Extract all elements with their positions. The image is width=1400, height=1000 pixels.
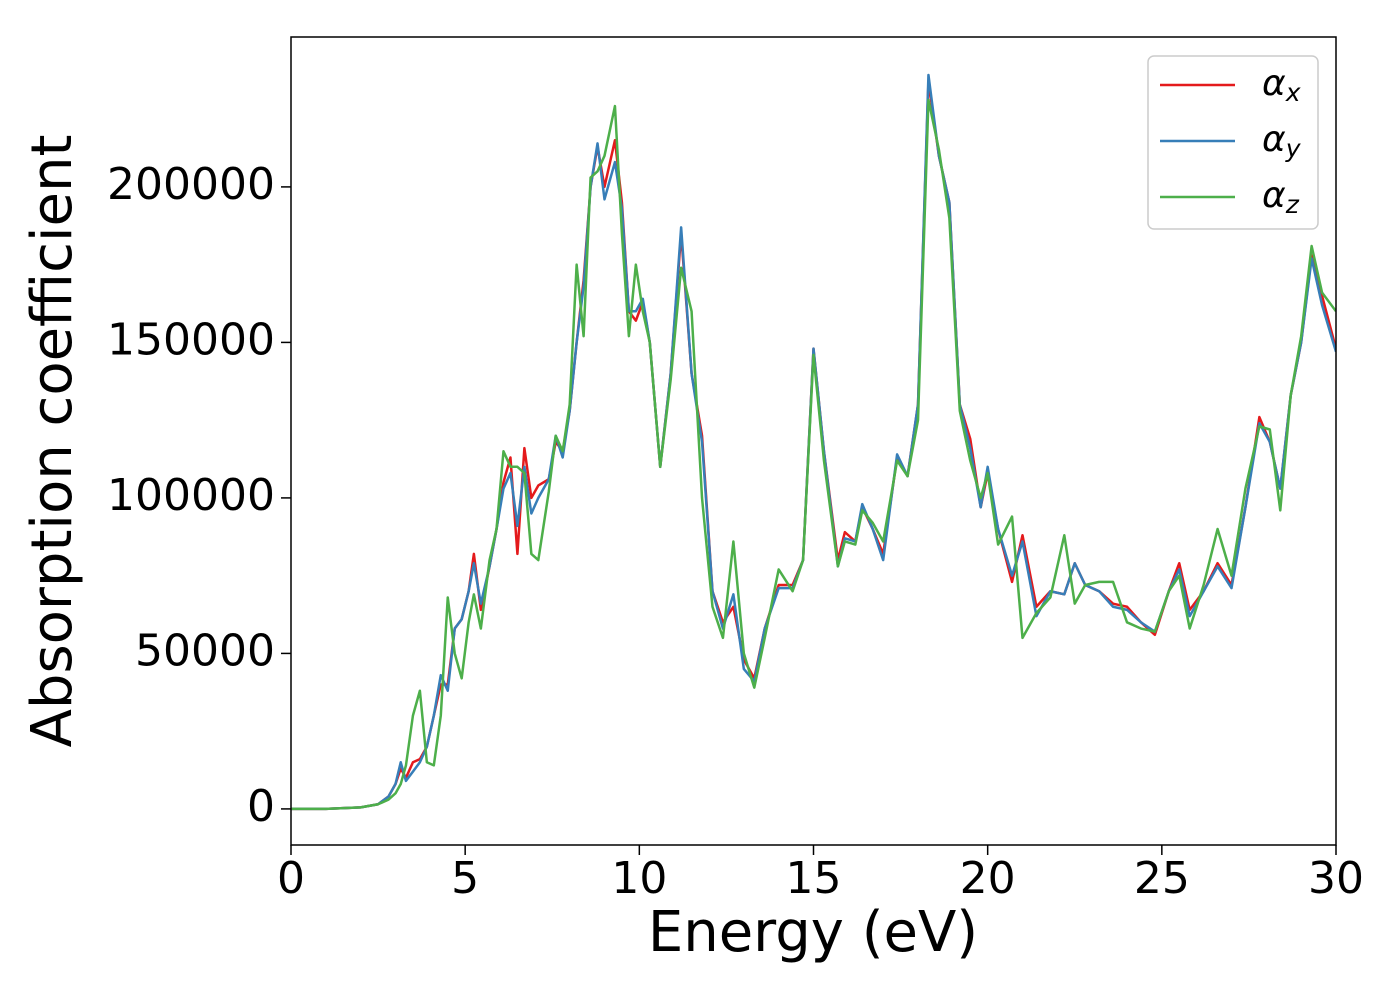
x-tick-label: 30 (1308, 853, 1364, 904)
legend-box (1147, 55, 1319, 230)
line-series (291, 73, 1336, 811)
y-tick-label: 50000 (135, 625, 275, 676)
x-tick-label: 0 (277, 853, 305, 904)
x-axis-label: Energy (eV) (648, 900, 978, 965)
y-tick-label: 0 (247, 781, 275, 832)
legend-label: αy (1262, 119, 1302, 163)
x-tick-label: 10 (611, 853, 667, 904)
y-tick-label: 200000 (107, 159, 275, 210)
plot-frame (290, 36, 1337, 846)
x-tick-label: 25 (1134, 853, 1190, 904)
x-tick-label: 5 (451, 853, 479, 904)
y-tick-label: 100000 (107, 470, 275, 521)
y-axis-label: Absorption coefficient (20, 135, 85, 748)
legend-label: αz (1262, 175, 1300, 219)
y-tick-label: 150000 (107, 314, 275, 365)
x-tick-label: 15 (786, 853, 842, 904)
x-tick-label: 20 (960, 853, 1016, 904)
legend: αx αy αz (1147, 55, 1319, 230)
line-series (291, 98, 1336, 811)
legend-label: αx (1262, 63, 1301, 107)
